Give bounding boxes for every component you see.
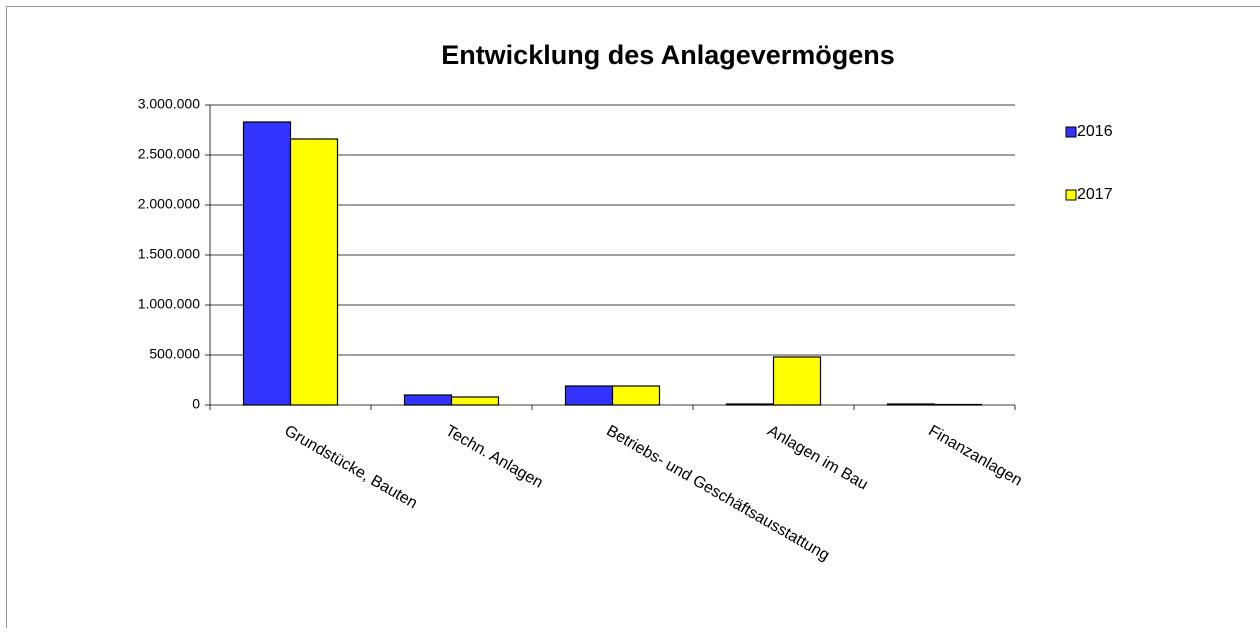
bar <box>244 122 291 405</box>
legend-swatch <box>1066 190 1076 200</box>
bar <box>613 386 660 405</box>
legend-label: 2017 <box>1077 186 1113 203</box>
bar <box>774 357 821 405</box>
bar <box>888 404 935 405</box>
y-tick-label: 3.000.000 <box>138 96 200 112</box>
bar <box>727 404 774 405</box>
legend-label: 2016 <box>1077 123 1113 140</box>
bar <box>566 386 613 405</box>
y-tick-label: 2.000.000 <box>138 196 200 212</box>
chart-title: Entwicklung des Anlagevermögens <box>441 40 895 70</box>
y-tick-label: 500.000 <box>149 346 200 362</box>
bar <box>452 397 499 405</box>
legend-swatch <box>1066 127 1076 137</box>
bar <box>935 405 982 406</box>
bar <box>291 139 338 405</box>
y-tick-label: 1.500.000 <box>138 246 200 262</box>
y-tick-label: 1.000.000 <box>138 296 200 312</box>
bar <box>405 395 452 405</box>
y-tick-label: 0 <box>192 396 200 412</box>
y-tick-label: 2.500.000 <box>138 146 200 162</box>
